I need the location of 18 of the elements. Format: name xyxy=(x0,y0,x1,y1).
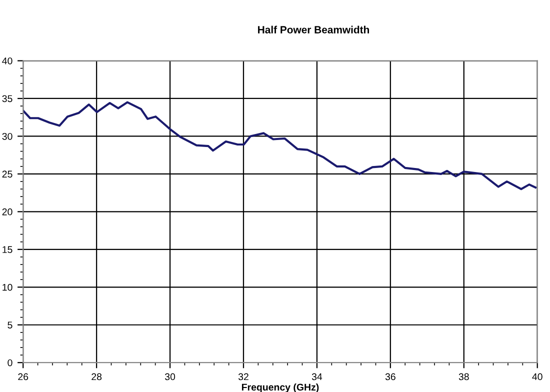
x-tick-label: 36 xyxy=(385,373,396,380)
y-tick-label: 35 xyxy=(2,95,12,102)
x-tick-label: 26 xyxy=(18,373,28,380)
y-tick-label: 25 xyxy=(2,170,12,178)
x-tick-label: 34 xyxy=(312,373,322,380)
y-tick-label: 30 xyxy=(2,132,12,140)
x-tick-label: 40 xyxy=(532,373,542,380)
y-tick-label: 0 xyxy=(8,359,12,366)
y-tick-label: 15 xyxy=(2,246,12,254)
y-tick-label: 10 xyxy=(2,284,12,291)
x-tick-label: 32 xyxy=(238,373,248,380)
y-tick-label: 20 xyxy=(2,208,12,216)
chart-title: Half Power Beamwidth xyxy=(258,26,369,34)
y-tick-label: 40 xyxy=(2,57,12,64)
x-tick-label: 30 xyxy=(164,373,176,380)
x-tick-label: 28 xyxy=(92,373,102,380)
y-tick-label: 5 xyxy=(8,322,12,328)
x-tick-label: 38 xyxy=(458,373,469,380)
